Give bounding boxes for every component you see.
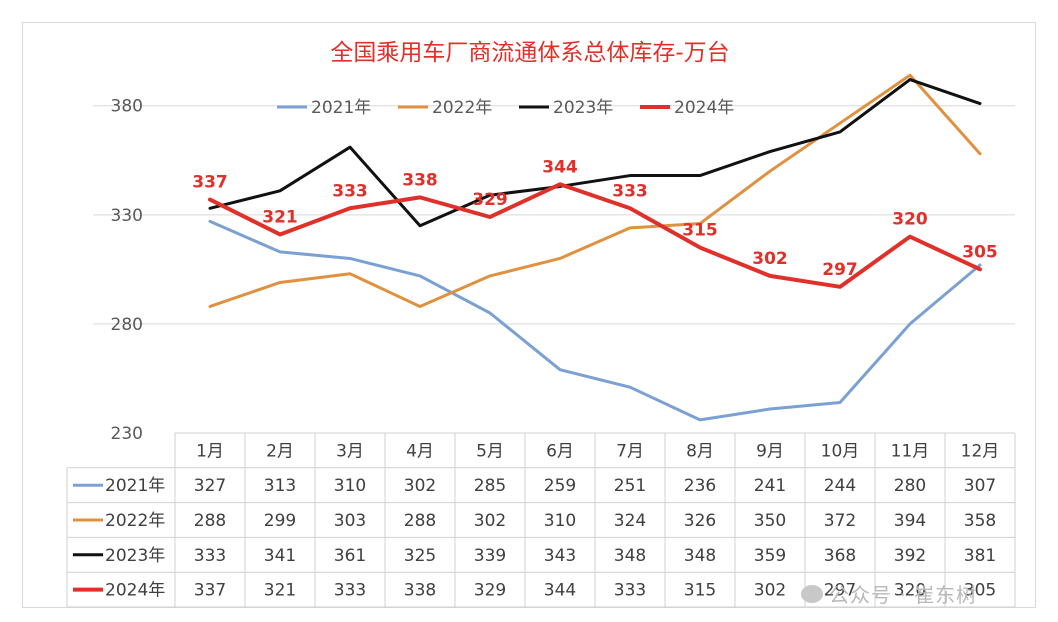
line-chart: 全国乘用车厂商流通体系总体库存-万台 230 280 330 380 1月 2月 3月 4月…: [23, 23, 1037, 609]
table-cell: 361: [334, 546, 366, 566]
table-cell: 307: [964, 476, 996, 496]
data-label: 302: [752, 249, 788, 269]
table-cell: 302: [754, 581, 786, 601]
chart-title: 全国乘用车厂商流通体系总体库存-万台: [330, 40, 729, 66]
table-cell: 288: [404, 511, 436, 531]
table-cell: 348: [684, 546, 716, 566]
table-cell: 368: [824, 546, 856, 566]
table-cell: 259: [544, 476, 576, 496]
table-cell: 350: [754, 511, 786, 531]
table-cell: 302: [474, 511, 506, 531]
legend-label: 2022年: [432, 98, 492, 118]
table-cell: 358: [964, 511, 996, 531]
data-label: 305: [962, 242, 998, 262]
x-tick-label: 12月: [961, 441, 1000, 461]
x-tick-label: 5月: [476, 441, 504, 461]
table-cell: 241: [754, 476, 786, 496]
table-series-name: 2022年: [105, 511, 165, 531]
wechat-icon: [801, 585, 823, 603]
y-tick-label: 330: [111, 206, 143, 226]
data-label: 321: [262, 207, 298, 227]
x-tick-label: 10月: [821, 441, 860, 461]
legend-label: 2023年: [553, 98, 613, 118]
table-cell: 344: [544, 581, 576, 601]
table-cell: 310: [334, 476, 366, 496]
table-cell: 280: [894, 476, 926, 496]
table-cell: 285: [474, 476, 506, 496]
x-tick-label: 8月: [686, 441, 714, 461]
table-cell: 339: [474, 546, 506, 566]
table-cell: 288: [194, 511, 226, 531]
table-cell: 244: [824, 476, 856, 496]
table-cell: 313: [264, 476, 296, 496]
x-tick-label: 3月: [336, 441, 364, 461]
y-tick-label: 280: [111, 315, 143, 335]
table-cell: 333: [614, 581, 646, 601]
table-cell: 315: [684, 581, 716, 601]
table-cell: 302: [404, 476, 436, 496]
table-cell: 333: [334, 581, 366, 601]
data-label: 333: [612, 181, 648, 201]
table-cell: 321: [264, 581, 296, 601]
x-tick-label: 11月: [891, 441, 930, 461]
data-label: 329: [472, 190, 508, 210]
y-tick-label: 380: [111, 97, 143, 117]
watermark: 公众号 · 崔东树: [801, 579, 977, 608]
table-cell: 329: [474, 581, 506, 601]
x-tick-label: 1月: [196, 441, 224, 461]
table-cell: 251: [614, 476, 646, 496]
data-label: 315: [682, 221, 718, 241]
data-label: 333: [332, 181, 368, 201]
table-cell: 337: [194, 581, 226, 601]
table-cell: 348: [614, 546, 646, 566]
x-tick-label: 4月: [406, 441, 434, 461]
table-cell: 394: [894, 511, 926, 531]
data-label: 297: [822, 260, 858, 280]
y-tick-label: 230: [111, 424, 143, 444]
table-series-name: 2023年: [105, 546, 165, 566]
chart-frame: 全国乘用车厂商流通体系总体库存-万台 230 280 330 380 1月 2月 3月 4月…: [22, 22, 1036, 608]
table-cell: 326: [684, 511, 716, 531]
x-tick-label: 7月: [616, 441, 644, 461]
table-cell: 333: [194, 546, 226, 566]
data-label: 337: [192, 173, 228, 193]
legend-label: 2024年: [674, 98, 734, 118]
table-series-name: 2021年: [105, 476, 165, 496]
table-cell: 236: [684, 476, 716, 496]
data-label: 344: [542, 157, 578, 177]
table-cell: 343: [544, 546, 576, 566]
table-series-name: 2024年: [105, 581, 165, 601]
series-line: [210, 221, 980, 420]
x-tick-label: 6月: [546, 441, 574, 461]
legend-label: 2021年: [311, 98, 371, 118]
table-cell: 325: [404, 546, 436, 566]
series-line: [210, 184, 980, 287]
table-cell: 324: [614, 511, 646, 531]
x-tick-label: 9月: [756, 441, 784, 461]
data-label: 320: [892, 210, 928, 230]
table-cell: 299: [264, 511, 296, 531]
x-tick-label: 2月: [266, 441, 294, 461]
table-cell: 310: [544, 511, 576, 531]
table-cell: 372: [824, 511, 856, 531]
table-cell: 338: [404, 581, 436, 601]
table-cell: 303: [334, 511, 366, 531]
data-label: 338: [402, 170, 438, 190]
table-cell: 381: [964, 546, 996, 566]
watermark-text: 公众号 · 崔东树: [829, 579, 977, 608]
table-cell: 327: [194, 476, 226, 496]
table-cell: 341: [264, 546, 296, 566]
table-cell: 392: [894, 546, 926, 566]
table-cell: 359: [754, 546, 786, 566]
